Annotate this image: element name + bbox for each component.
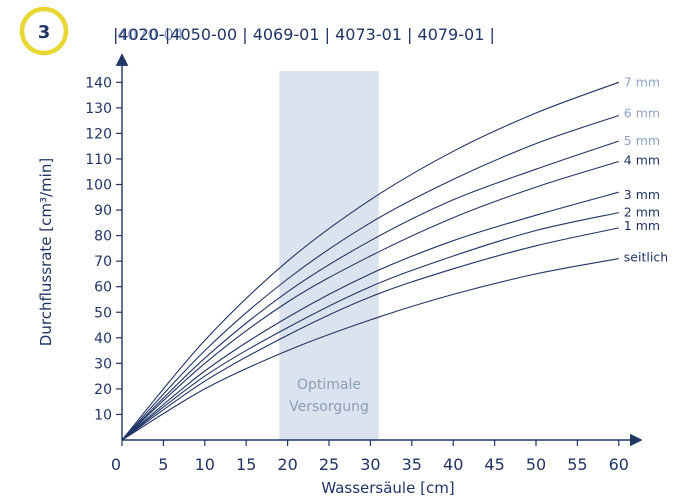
y-tick-label: 120 [85, 126, 112, 142]
x-ticks: 0 5 10 15 20 25 30 35 40 45 50 55 60 [111, 440, 629, 474]
optimal-band-label-line1: Optimale [297, 377, 361, 393]
y-tick-label: 20 [94, 382, 112, 398]
y-tick-label: 110 [85, 152, 112, 168]
header-overlap-code: 4070-04 [117, 25, 184, 44]
series-label: 6 mm [624, 106, 660, 121]
y-tick-label: 40 [94, 331, 112, 347]
x-tick-label: 40 [443, 455, 463, 474]
y-tick-label: 140 [85, 75, 112, 91]
x-tick-label: 0 [111, 455, 121, 474]
y-tick-label: 80 [94, 229, 112, 245]
x-tick-label: 10 [195, 455, 215, 474]
series-lines [121, 81, 619, 441]
series-line [121, 227, 619, 441]
x-tick-label: 35 [402, 455, 422, 474]
series-line [121, 140, 619, 441]
x-tick-label: 55 [567, 455, 587, 474]
x-tick-label: 15 [236, 455, 256, 474]
series-label: 2 mm [624, 205, 660, 220]
y-tick-label: 130 [85, 101, 112, 117]
series-label: 3 mm [624, 187, 660, 202]
series-label: 4 mm [624, 153, 660, 168]
y-tick-label: 90 [94, 203, 112, 219]
figure-badge: 3 [19, 6, 69, 56]
series-labels: 7 mm 6 mm 5 mm 4 mm 3 mm 2 mm1 mm seitlich [624, 74, 668, 264]
y-ticks: 10 20 30 40 50 60 70 80 90 100 110 120 130 140 [85, 75, 122, 423]
badge-number: 3 [38, 22, 51, 43]
series-label: seitlich [624, 250, 668, 265]
badge-ring [19, 6, 69, 56]
y-tick-label: 50 [94, 305, 112, 321]
y-tick-label: 70 [94, 254, 112, 270]
series-line [121, 114, 619, 441]
series-line [121, 160, 619, 441]
x-axis-title: Wassersäule [cm] [321, 479, 454, 497]
y-tick-label: 100 [85, 178, 112, 194]
x-tick-label: 60 [609, 455, 629, 474]
series-label: 1 mm [624, 218, 660, 233]
x-tick-label: 5 [158, 455, 168, 474]
x-tick-label: 30 [360, 455, 380, 474]
series-line [121, 212, 619, 441]
series-label: 5 mm [624, 133, 660, 148]
x-tick-label: 45 [484, 455, 504, 474]
y-tick-label: 60 [94, 280, 112, 296]
y-tick-label: 30 [94, 356, 112, 372]
series-line [121, 81, 619, 441]
x-tick-label: 50 [526, 455, 546, 474]
series-label: 7 mm [624, 74, 660, 89]
series-line [121, 258, 619, 441]
x-tick-label: 25 [319, 455, 339, 474]
series-line [121, 191, 619, 441]
optimal-band-label-line2: Versorgung [289, 399, 369, 415]
y-tick-label: 10 [94, 407, 112, 423]
x-tick-label: 20 [277, 455, 297, 474]
y-axis-title: Durchflussrate [cm³/min] [37, 158, 55, 346]
optimal-band [279, 71, 379, 440]
header-codes: |4020-|4050-00 | 4069-01 | 4073-01 | 407… [113, 25, 495, 44]
